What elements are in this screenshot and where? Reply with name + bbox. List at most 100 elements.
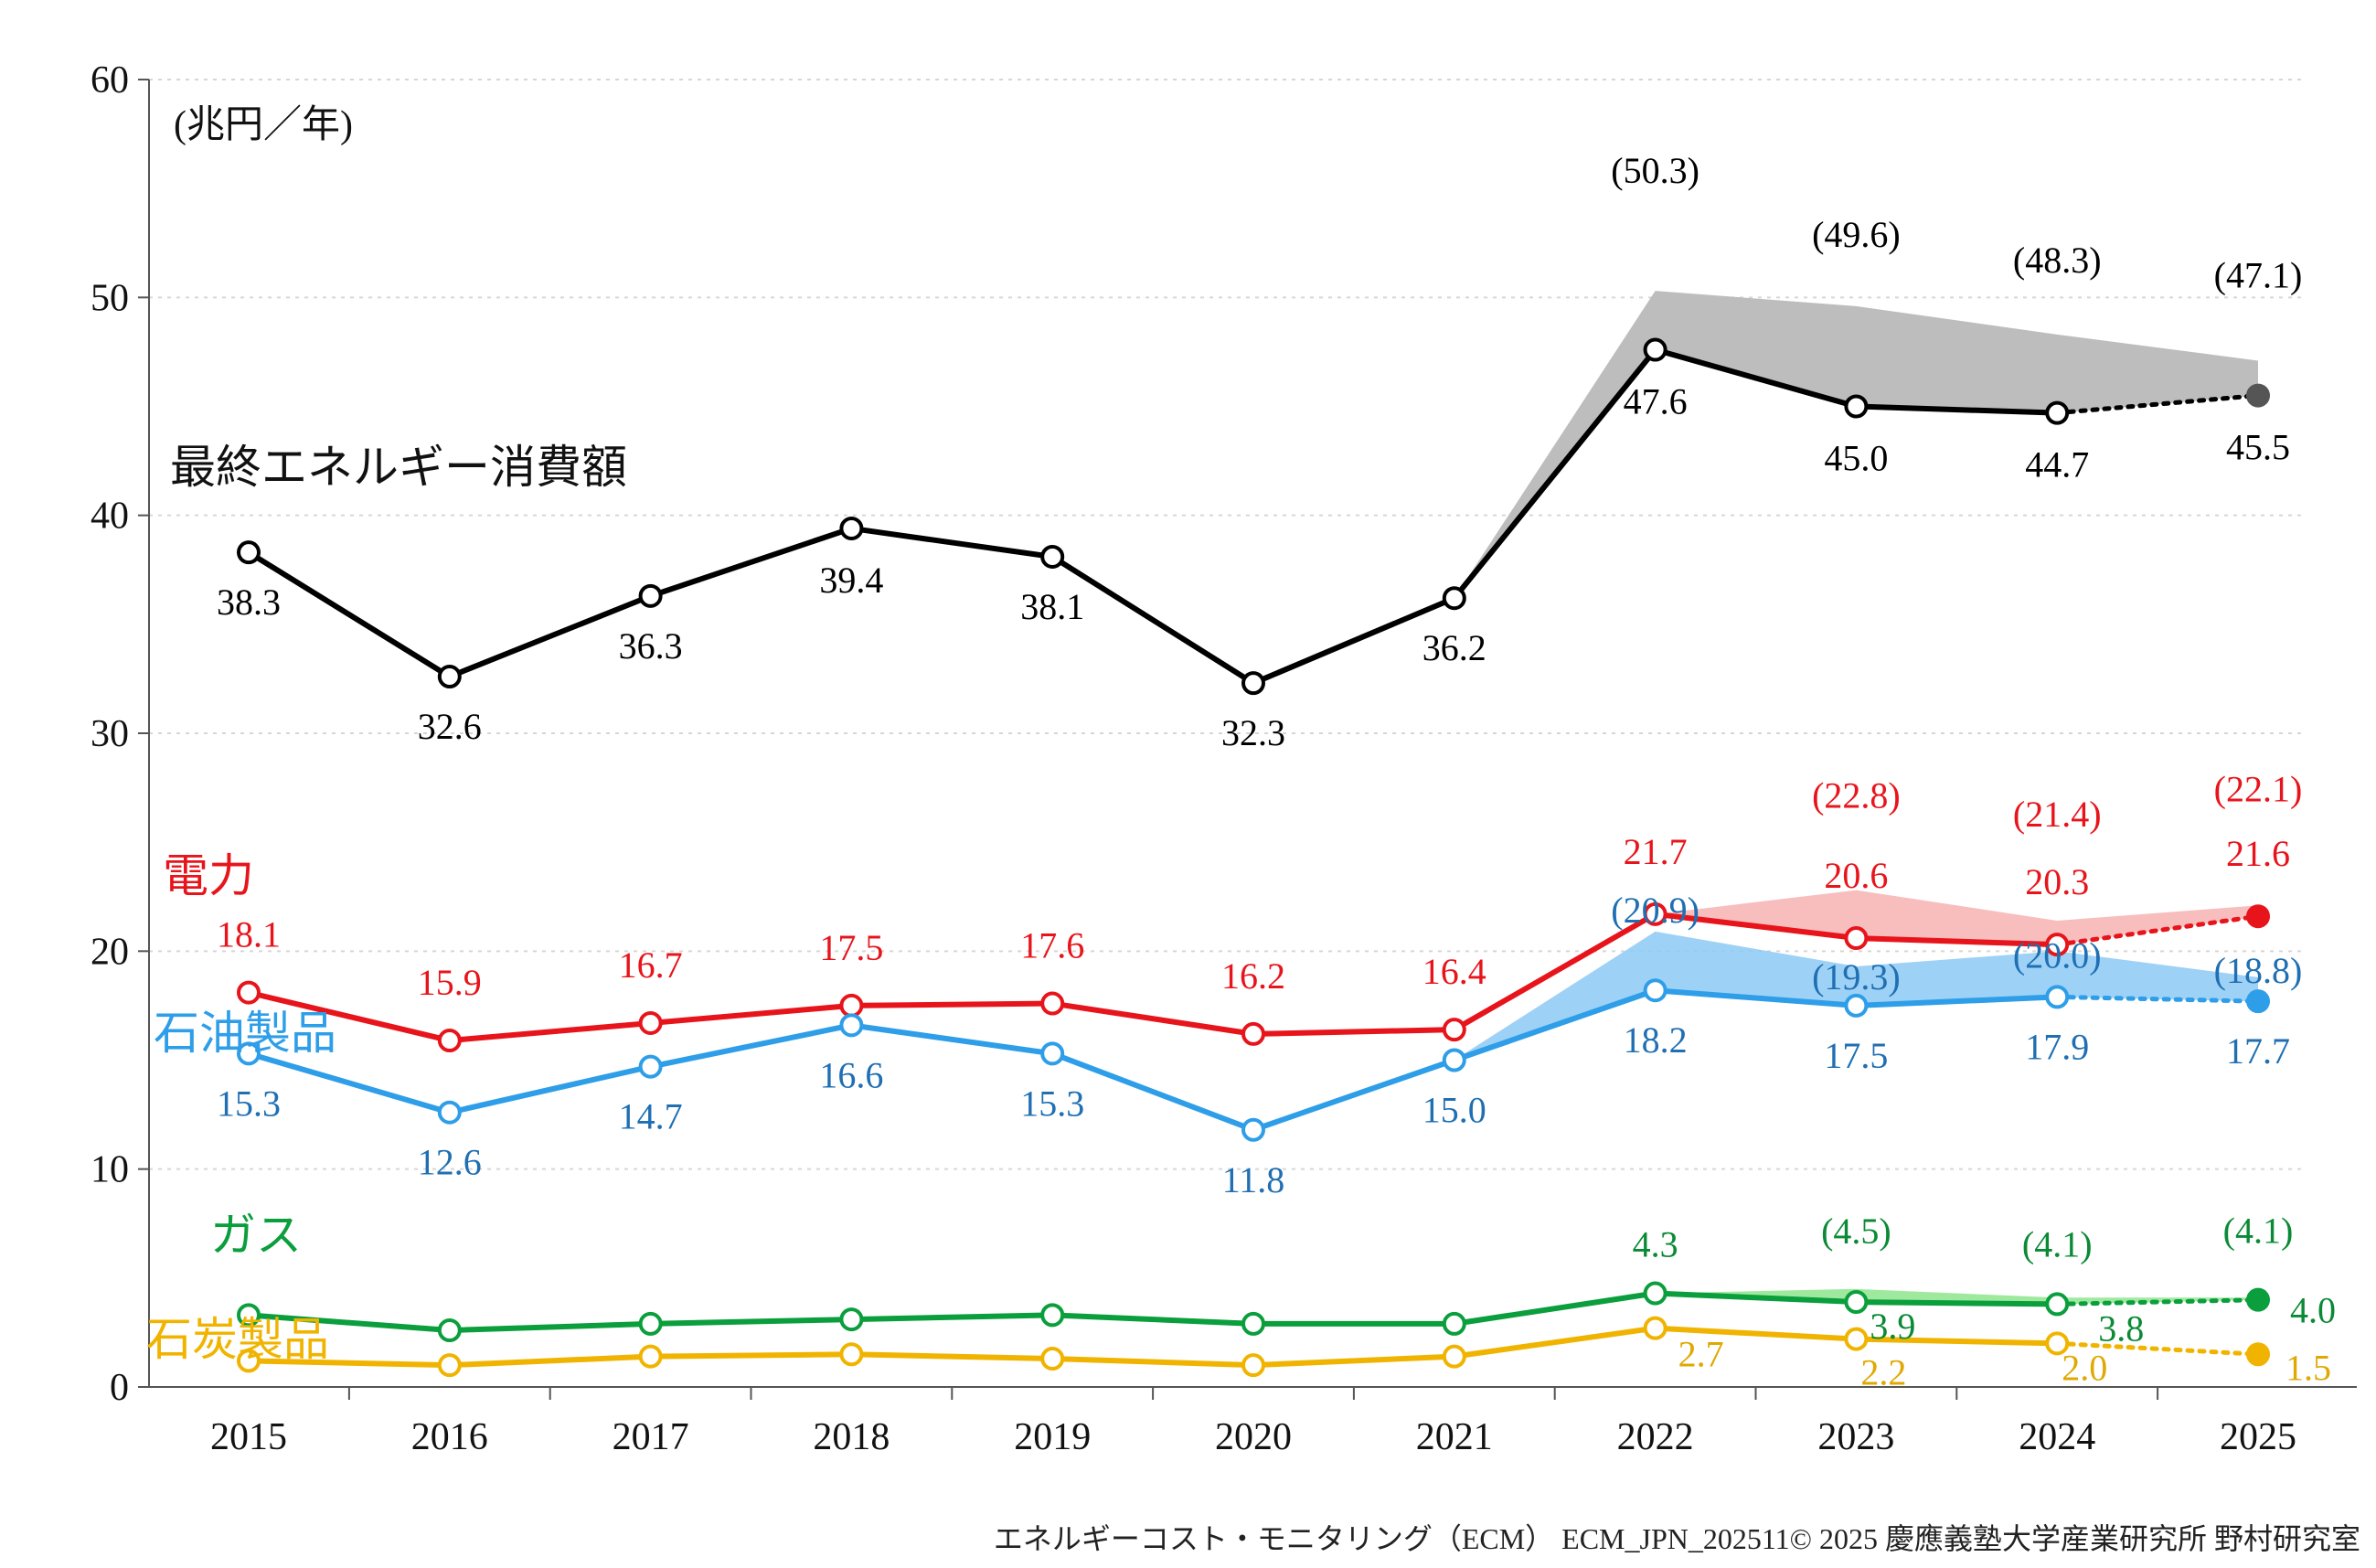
unit-label: (兆円／年) <box>174 103 353 146</box>
data-point <box>1844 1327 1869 1351</box>
series-name-1: 電力 <box>163 850 254 901</box>
y-tick-label: 60 <box>91 59 129 101</box>
data-label: 16.6 <box>819 1054 883 1095</box>
data-point <box>1241 1021 1265 1046</box>
x-tick-label: 2021 <box>1416 1416 1493 1458</box>
data-label: 20.6 <box>1824 855 1888 896</box>
data-point <box>2246 383 2270 408</box>
data-label: 17.9 <box>2025 1026 2089 1067</box>
paren-label: (22.8) <box>1812 775 1901 816</box>
band-0 <box>1454 291 2258 599</box>
data-label: 2.0 <box>2062 1347 2107 1388</box>
x-tick-label: 2018 <box>813 1416 890 1458</box>
data-label: 3.9 <box>1870 1306 1915 1347</box>
data-point <box>1442 586 1466 611</box>
data-label: 2.7 <box>1678 1334 1724 1375</box>
data-label: 21.7 <box>1624 831 1688 872</box>
data-label: 16.7 <box>619 944 683 986</box>
data-point <box>1241 671 1265 696</box>
y-tick-label: 20 <box>91 931 129 973</box>
x-tick-label: 2016 <box>411 1416 488 1458</box>
data-point <box>1442 1048 1466 1072</box>
data-label: 21.6 <box>2226 833 2290 874</box>
data-point <box>237 980 261 1005</box>
data-label: 17.6 <box>1020 925 1084 966</box>
data-label: 36.2 <box>1422 627 1486 668</box>
data-label: 16.4 <box>1422 951 1486 992</box>
series-forecast-line-4 <box>2054 1340 2261 1357</box>
data-point <box>1442 1018 1466 1042</box>
data-point <box>1643 1316 1667 1340</box>
data-label: 1.5 <box>2285 1347 2331 1388</box>
data-label: 38.1 <box>1020 586 1084 627</box>
data-label: 3.8 <box>2098 1307 2144 1349</box>
series-forecast-line-2 <box>2054 994 2261 1004</box>
data-point <box>2246 989 2270 1014</box>
data-point <box>1241 1117 1265 1142</box>
data-point <box>638 1010 663 1035</box>
data-point <box>2246 1287 2270 1312</box>
series-name-3: ガス <box>210 1210 302 1261</box>
band-1 <box>1454 890 2258 1030</box>
data-label: 11.8 <box>1222 1159 1285 1200</box>
paren-label: (20.0) <box>2013 934 2102 976</box>
data-point <box>1040 991 1065 1016</box>
data-point <box>839 1342 864 1367</box>
data-point <box>2246 1342 2270 1367</box>
data-point <box>437 1029 462 1053</box>
y-tick-label: 0 <box>110 1367 129 1409</box>
data-label: 18.2 <box>1624 1019 1688 1061</box>
x-tick-label: 2019 <box>1014 1416 1091 1458</box>
data-point <box>2045 1292 2070 1317</box>
data-label: 17.5 <box>1824 1035 1888 1076</box>
data-label: 18.1 <box>217 914 281 955</box>
data-point <box>1844 993 1869 1018</box>
y-tick-label: 10 <box>91 1149 129 1191</box>
data-point <box>1040 1347 1065 1371</box>
paren-label: (20.9) <box>1611 890 1699 931</box>
data-label: 47.6 <box>1624 381 1688 422</box>
data-point <box>839 1013 864 1038</box>
series-lines <box>247 347 2261 1369</box>
x-tick-label: 2022 <box>1617 1416 1694 1458</box>
series-line-1 <box>248 911 2058 1044</box>
data-label: 39.4 <box>819 560 883 601</box>
paren-label: (19.3) <box>1812 956 1901 997</box>
data-point <box>839 516 864 540</box>
data-point <box>437 1318 462 1343</box>
data-point <box>2246 904 2270 929</box>
data-label: 12.6 <box>418 1142 482 1183</box>
data-point <box>1040 544 1065 569</box>
data-point <box>1643 1281 1667 1306</box>
data-point <box>437 1100 462 1125</box>
data-label: 32.3 <box>1221 712 1285 753</box>
data-point <box>638 1311 663 1336</box>
paren-label: (47.1) <box>2214 254 2303 295</box>
x-tick-label: 2025 <box>2220 1416 2296 1458</box>
data-point <box>1844 1290 1869 1315</box>
data-label: 2.2 <box>1860 1352 1906 1393</box>
footer-credit: エネルギーコスト・モニタリング（ECM） ECM_JPN_202511© 202… <box>994 1522 2360 1555</box>
gridlines <box>149 79 2304 1170</box>
paren-label: (22.1) <box>2214 768 2303 809</box>
paren-label: (18.8) <box>2214 950 2303 991</box>
series-name-0: 最終エネルギー消費額 <box>170 442 627 493</box>
data-label: 14.7 <box>619 1096 683 1137</box>
axes: 0 10 20 30 40 50 60 2015 2016 2017 2018 2019 2020 202… <box>91 59 2357 1458</box>
data-point <box>2045 933 2070 957</box>
data-point <box>1643 337 1667 362</box>
data-point <box>1643 901 1667 926</box>
data-point <box>1643 978 1667 1003</box>
paren-label: (50.3) <box>1611 150 1699 191</box>
data-point <box>1241 1311 1265 1336</box>
data-point <box>839 993 864 1018</box>
y-tick-label: 40 <box>91 496 129 538</box>
data-point <box>638 1054 663 1079</box>
series-name-2: 石油製品 <box>154 1008 336 1059</box>
data-label: 17.5 <box>819 927 883 968</box>
data-point <box>1442 1311 1466 1336</box>
paren-label: (4.1) <box>2022 1223 2093 1264</box>
data-label: 45.5 <box>2226 427 2290 468</box>
data-point <box>437 1353 462 1378</box>
